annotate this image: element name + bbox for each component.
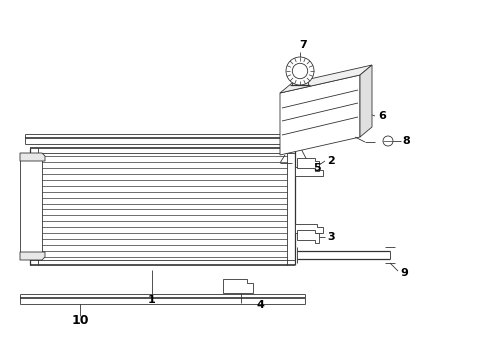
Circle shape [383, 136, 393, 146]
Polygon shape [20, 252, 45, 260]
Text: 10: 10 [71, 314, 89, 327]
Text: 5: 5 [313, 163, 320, 173]
Text: 6: 6 [378, 111, 386, 121]
Polygon shape [295, 167, 323, 176]
Text: 7: 7 [299, 40, 307, 50]
Circle shape [293, 63, 308, 79]
Text: 8: 8 [402, 136, 410, 146]
Polygon shape [297, 230, 319, 243]
Circle shape [286, 57, 314, 85]
Polygon shape [280, 65, 372, 93]
Polygon shape [360, 65, 372, 137]
Text: 9: 9 [400, 268, 408, 278]
Text: 2: 2 [327, 156, 335, 166]
Text: 1: 1 [148, 295, 156, 305]
Polygon shape [280, 75, 360, 155]
Polygon shape [223, 279, 253, 293]
Polygon shape [297, 158, 319, 171]
Polygon shape [20, 158, 42, 255]
Polygon shape [20, 153, 45, 161]
Text: 4: 4 [256, 300, 264, 310]
Polygon shape [295, 224, 323, 233]
Text: 3: 3 [327, 232, 335, 242]
